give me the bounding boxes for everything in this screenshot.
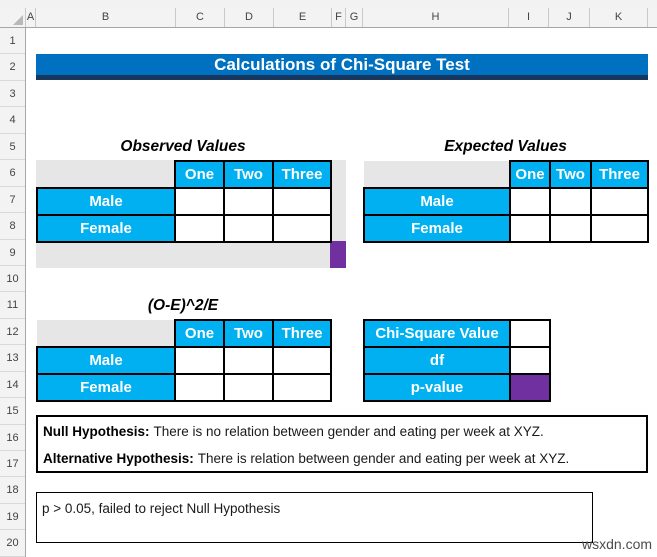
value-cell[interactable] bbox=[174, 187, 225, 216]
value-cell[interactable] bbox=[272, 214, 332, 243]
result-value-cell[interactable] bbox=[509, 319, 551, 348]
purple-cell-f9[interactable] bbox=[330, 241, 346, 268]
row-header-5[interactable]: 5 bbox=[0, 134, 25, 161]
column-label-two[interactable]: Two bbox=[223, 319, 274, 348]
row-label-male[interactable]: Male bbox=[363, 187, 511, 216]
row-header-10[interactable]: 10 bbox=[0, 266, 25, 293]
value-cell[interactable] bbox=[590, 187, 649, 216]
column-header-B[interactable]: B bbox=[36, 8, 176, 27]
top-chrome-strip bbox=[0, 0, 657, 8]
column-header-H[interactable]: H bbox=[363, 8, 509, 27]
row-header-18[interactable]: 18 bbox=[0, 477, 25, 504]
select-all-triangle-icon bbox=[13, 15, 23, 25]
alternative-hypothesis-line: Alternative Hypothesis: There is relation… bbox=[43, 445, 646, 472]
row-header-7[interactable]: 7 bbox=[0, 187, 25, 214]
result-value-cell[interactable] bbox=[509, 373, 551, 402]
row-header-16[interactable]: 16 bbox=[0, 425, 25, 451]
row-header-14[interactable]: 14 bbox=[0, 372, 25, 399]
null-hypothesis-text: There is no relation between gender and … bbox=[153, 424, 544, 439]
value-cell[interactable] bbox=[223, 346, 274, 375]
row-header-17[interactable]: 17 bbox=[0, 451, 25, 478]
alternative-hypothesis-label: Alternative Hypothesis: bbox=[43, 451, 194, 466]
column-header-J[interactable]: J bbox=[549, 8, 590, 27]
value-cell[interactable] bbox=[272, 187, 332, 216]
row-header-1[interactable]: 1 bbox=[0, 28, 25, 55]
row-header-4[interactable]: 4 bbox=[0, 107, 25, 134]
row-header-15[interactable]: 15 bbox=[0, 398, 25, 425]
row-label-female[interactable]: Female bbox=[36, 373, 176, 402]
chi-formula-title[interactable]: (O-E)^2/E bbox=[147, 297, 219, 314]
row-label-female[interactable]: Female bbox=[363, 214, 511, 243]
select-all-corner[interactable] bbox=[0, 8, 26, 27]
value-cell[interactable] bbox=[590, 214, 649, 243]
column-header-F[interactable]: F bbox=[332, 8, 346, 27]
value-cell[interactable] bbox=[223, 214, 274, 243]
alternative-hypothesis-text: There is relation between gender and eat… bbox=[197, 451, 570, 466]
row-header-6[interactable]: 6 bbox=[0, 160, 25, 187]
column-label-one[interactable]: One bbox=[174, 319, 225, 348]
column-label-three[interactable]: Three bbox=[272, 319, 332, 348]
row-header-8[interactable]: 8 bbox=[0, 213, 25, 240]
column-label-one[interactable]: One bbox=[174, 160, 225, 189]
column-header-filler bbox=[648, 8, 657, 27]
value-cell[interactable] bbox=[272, 346, 332, 375]
column-label-three[interactable]: Three bbox=[272, 160, 332, 189]
value-cell[interactable] bbox=[174, 373, 225, 402]
null-hypothesis-line: Null Hypothesis: There is no relation bet… bbox=[43, 418, 646, 445]
value-cell[interactable] bbox=[174, 346, 225, 375]
column-label-one[interactable]: One bbox=[509, 160, 551, 189]
table-corner-cell[interactable] bbox=[364, 161, 510, 188]
column-header-K[interactable]: K bbox=[590, 8, 648, 27]
column-header-C[interactable]: C bbox=[176, 8, 225, 27]
row-header-13[interactable]: 13 bbox=[0, 345, 25, 372]
row-header-20[interactable]: 20 bbox=[0, 530, 25, 557]
value-cell[interactable] bbox=[174, 214, 225, 243]
column-header-G[interactable]: G bbox=[346, 8, 363, 27]
column-label-two[interactable]: Two bbox=[549, 160, 592, 189]
hypotheses-box[interactable]: Null Hypothesis: There is no relation bet… bbox=[36, 415, 648, 473]
observed-values-title[interactable]: Observed Values bbox=[120, 138, 246, 155]
row-header-2[interactable]: 2 bbox=[0, 54, 25, 81]
column-label-three[interactable]: Three bbox=[590, 160, 649, 189]
value-cell[interactable] bbox=[272, 373, 332, 402]
title-banner-cell[interactable]: Calculations of Chi-Square Test bbox=[36, 54, 648, 80]
watermark: wsxdn.com bbox=[582, 536, 653, 552]
value-cell[interactable] bbox=[549, 187, 592, 216]
row-header-19[interactable]: 19 bbox=[0, 504, 25, 531]
row-header-12[interactable]: 12 bbox=[0, 319, 25, 346]
table-corner-cell[interactable] bbox=[37, 320, 175, 347]
column-label-two[interactable]: Two bbox=[223, 160, 274, 189]
column-header-E[interactable]: E bbox=[274, 8, 332, 27]
row-header-3[interactable]: 3 bbox=[0, 81, 25, 108]
row-label-male[interactable]: Male bbox=[36, 346, 176, 375]
result-label-df[interactable]: df bbox=[363, 346, 511, 375]
column-header-D[interactable]: D bbox=[225, 8, 274, 27]
result-label-p-value[interactable]: p-value bbox=[363, 373, 511, 402]
row-label-female[interactable]: Female bbox=[36, 214, 176, 243]
row-label-male[interactable]: Male bbox=[36, 187, 176, 216]
column-header-A[interactable]: A bbox=[26, 8, 36, 27]
value-cell[interactable] bbox=[509, 214, 551, 243]
value-cell[interactable] bbox=[223, 187, 274, 216]
table-corner-cell[interactable] bbox=[37, 161, 175, 188]
conclusion-box[interactable]: p > 0.05, failed to reject Null Hypothes… bbox=[36, 492, 593, 543]
null-hypothesis-label: Null Hypothesis: bbox=[43, 424, 150, 439]
row-header-11[interactable]: 11 bbox=[0, 292, 25, 319]
column-header-I[interactable]: I bbox=[509, 8, 549, 27]
value-cell[interactable] bbox=[223, 373, 274, 402]
result-value-cell[interactable] bbox=[509, 346, 551, 375]
expected-values-title[interactable]: Expected Values bbox=[444, 138, 567, 155]
result-label-chi-square-value[interactable]: Chi-Square Value bbox=[363, 319, 511, 348]
value-cell[interactable] bbox=[509, 187, 551, 216]
value-cell[interactable] bbox=[549, 214, 592, 243]
row-header-9[interactable]: 9 bbox=[0, 240, 25, 266]
row-headers: 1 2 3 4 5 6 7 8 9 10 11 12 13 14 15 16 17 18 19 20 bbox=[0, 28, 26, 557]
